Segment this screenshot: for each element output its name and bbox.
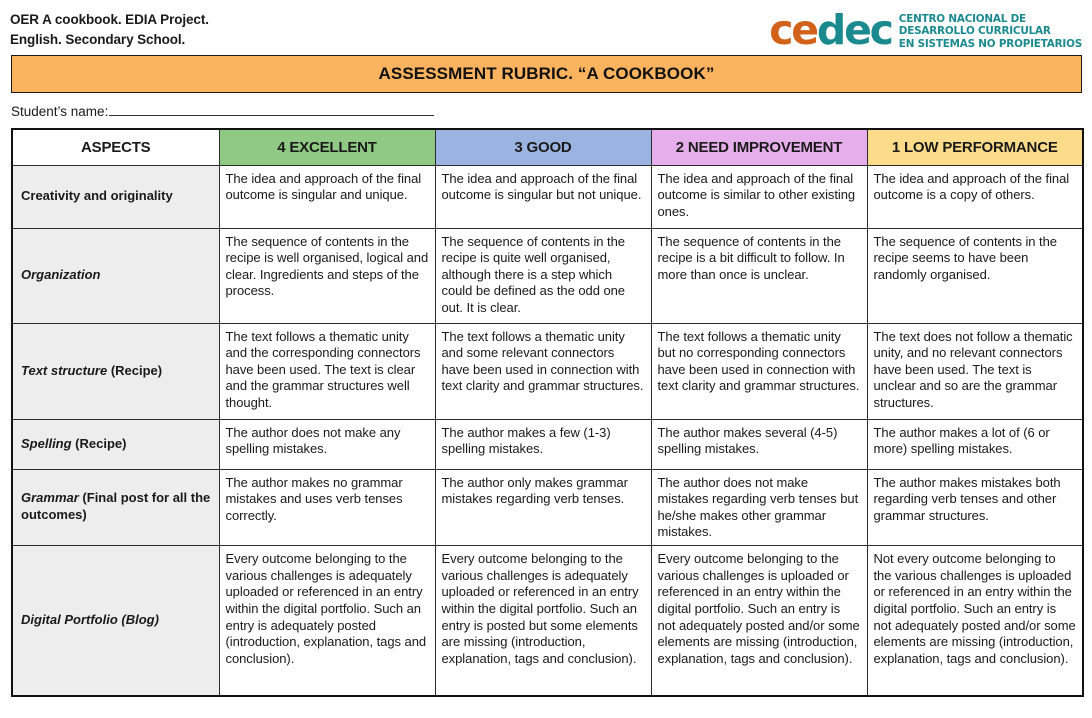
criterion-cell-lv1: The author makes a lot of (6 or more) sp…: [866, 418, 1084, 470]
criterion-cell-lv2: The idea and approach of the final outco…: [650, 164, 868, 229]
aspect-label-digital-portfolio: Digital Portfolio (Blog): [11, 545, 220, 696]
aspect-main-text: Text structure: [21, 362, 108, 378]
aspect-label-spelling: Spelling (Recipe): [11, 418, 220, 470]
banner-title: ASSESSMENT RUBRIC. “A COOKBOOK”: [378, 64, 715, 83]
criterion-cell-lv2: The author makes several (4-5) spelling …: [650, 418, 868, 470]
criterion-cell-lv3: The text follows a thematic unity and so…: [434, 322, 652, 420]
aspect-main-text: Organization: [21, 267, 101, 283]
aspect-label-creativity: Creativity and originality: [11, 164, 220, 229]
table-header-row: ASPECTS 4 EXCELLENT 3 GOOD 2 NEED IMPROV…: [11, 128, 1084, 166]
cedec-logo-wordmark: cedec: [769, 10, 894, 51]
logo-tagline-line-3: EN SISTEMAS NO PROPIETARIOS: [898, 37, 1082, 50]
aspect-label-grammar: Grammar (Final post for all the outcomes…: [11, 468, 220, 546]
criterion-cell-lv2: The author does not make mistakes regard…: [650, 468, 868, 546]
criterion-cell-lv3: Every outcome belonging to the various c…: [434, 545, 652, 696]
column-header-level-3: 3 GOOD: [434, 128, 652, 166]
cedec-logo: cedec CENTRO NACIONAL DE DESARROLLO CURR…: [769, 8, 1084, 51]
criterion-cell-lv2: The sequence of contents in the recipe i…: [650, 227, 868, 324]
assessment-rubric-banner: ASSESSMENT RUBRIC. “A COOKBOOK”: [11, 55, 1082, 93]
criterion-cell-lv4: The author makes no grammar mistakes and…: [218, 468, 436, 546]
criterion-cell-lv3: The author only makes grammar mistakes r…: [434, 468, 652, 546]
criterion-cell-lv4: The author does not make any spelling mi…: [218, 418, 436, 470]
column-header-level-4: 4 EXCELLENT: [218, 128, 436, 166]
aspect-main-text: Spelling: [21, 435, 72, 451]
document-header: OER A cookbook. EDIA Project. English. S…: [0, 0, 1092, 52]
table-row: Text structure (Recipe) The text follows…: [11, 322, 1084, 420]
column-header-level-2: 2 NEED IMPROVEMENT: [650, 128, 868, 166]
aspect-label-organization: Organization: [11, 227, 220, 324]
column-header-level-1: 1 LOW PERFORMANCE: [866, 128, 1084, 166]
aspect-main-text: Digital Portfolio (Blog): [21, 611, 159, 627]
aspect-label-text-structure: Text structure (Recipe): [11, 322, 220, 420]
student-name-label: Student’s name:: [11, 104, 109, 119]
criterion-cell-lv1: The text does not follow a thematic unit…: [866, 322, 1084, 420]
document-title-line-2: English. Secondary School.: [10, 31, 186, 47]
criterion-cell-lv1: Not every outcome belonging to the vario…: [866, 545, 1084, 696]
logo-wordmark-part-orange: ce: [769, 6, 819, 54]
student-name-blank-field[interactable]: [109, 103, 435, 116]
logo-wordmark-part-teal: dec: [816, 6, 894, 54]
table-row: Grammar (Final post for all the outcomes…: [11, 468, 1084, 546]
aspect-suffix-text: (Recipe): [107, 362, 163, 378]
aspect-main-text: Creativity and originality: [21, 188, 173, 204]
criterion-cell-lv1: The sequence of contents in the recipe s…: [866, 227, 1084, 324]
logo-tagline-line-2: DESARROLLO CURRICULAR: [898, 25, 1051, 38]
criterion-cell-lv4: The sequence of contents in the recipe i…: [218, 227, 436, 324]
criterion-cell-lv4: The text follows a thematic unity and th…: [218, 322, 436, 420]
logo-tagline-line-1: CENTRO NACIONAL DE: [898, 13, 1026, 26]
column-header-aspects: ASPECTS: [11, 128, 220, 166]
criterion-cell-lv3: The author makes a few (1-3) spelling mi…: [434, 418, 652, 470]
document-title-line-1: OER A cookbook. EDIA Project.: [10, 12, 209, 27]
student-name-line: Student’s name:: [11, 103, 1092, 119]
criterion-cell-lv3: The sequence of contents in the recipe i…: [434, 227, 652, 324]
criterion-cell-lv2: Every outcome belonging to the various c…: [650, 545, 868, 696]
document-title-block: OER A cookbook. EDIA Project. English. S…: [10, 8, 209, 49]
criterion-cell-lv3: The idea and approach of the final outco…: [434, 164, 652, 229]
criterion-cell-lv4: Every outcome belonging to the various c…: [218, 545, 436, 696]
table-body: Creativity and originality The idea and …: [11, 164, 1084, 696]
aspect-main-text: Grammar: [21, 490, 79, 506]
aspect-suffix-text: (Recipe): [71, 435, 127, 451]
criterion-cell-lv1: The author makes mistakes both regarding…: [866, 468, 1084, 546]
table-row: Organization The sequence of contents in…: [11, 227, 1084, 324]
criterion-cell-lv2: The text follows a thematic unity but no…: [650, 322, 868, 420]
criterion-cell-lv1: The idea and approach of the final outco…: [866, 164, 1084, 229]
table-row: Spelling (Recipe) The author does not ma…: [11, 418, 1084, 470]
table-row: Digital Portfolio (Blog) Every outcome b…: [11, 545, 1084, 696]
assessment-rubric-table: ASPECTS 4 EXCELLENT 3 GOOD 2 NEED IMPROV…: [11, 128, 1084, 697]
cedec-logo-tagline: CENTRO NACIONAL DE DESARROLLO CURRICULAR…: [899, 11, 1082, 50]
aspect-suffix-text: (Final post for all the outcomes): [21, 490, 211, 523]
criterion-cell-lv4: The idea and approach of the final outco…: [218, 164, 436, 229]
table-row: Creativity and originality The idea and …: [11, 164, 1084, 229]
